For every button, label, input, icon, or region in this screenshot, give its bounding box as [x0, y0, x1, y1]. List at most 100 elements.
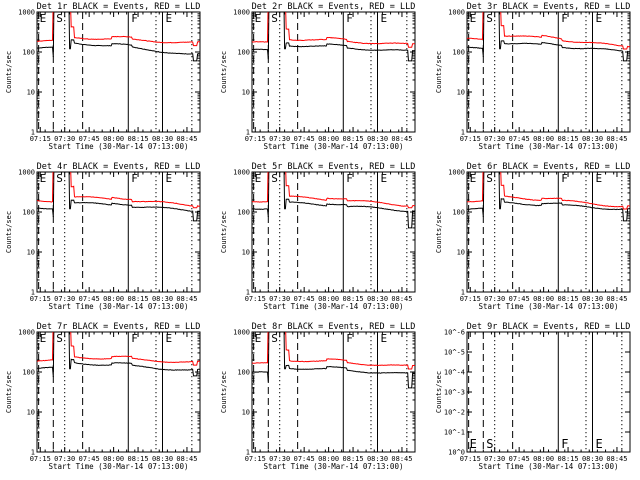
marker-label-E: E	[166, 172, 173, 185]
y-tick-label: 10	[27, 409, 35, 417]
marker-label-F: F	[346, 12, 353, 25]
marker-label-F: F	[131, 172, 138, 185]
x-tick-label: 07:15	[460, 455, 481, 463]
x-axis-label: Start Time (30-Mar-14 07:13:00)	[264, 302, 404, 311]
panel-det-4r: Det 4r BLACK = Events, RED = LLD 1 10 100 10…	[5, 162, 201, 311]
x-tick-label: 07:45	[79, 135, 100, 143]
y-tick-label: 10^-3	[444, 389, 465, 397]
marker-label-S: S	[486, 437, 493, 451]
x-tick-label: 08:30	[367, 135, 388, 143]
x-tick-label: 07:30	[269, 295, 290, 303]
y-tick-label: 10^-5	[444, 349, 465, 357]
series-group	[467, 12, 630, 62]
panel-title: Det 3r BLACK = Events, RED = LLD	[467, 2, 631, 12]
panel-title: Det 1r BLACK = Events, RED = LLD	[37, 2, 201, 12]
y-tick-label: 1	[246, 289, 250, 297]
panel-det-7r: Det 7r BLACK = Events, RED = LLD 1 10 100 10…	[5, 322, 201, 471]
marker-label-F: F	[561, 437, 568, 451]
x-tick-label: 08:30	[582, 135, 603, 143]
y-tick-label: 1	[461, 129, 465, 137]
x-tick-label: 08:00	[103, 295, 124, 303]
panel-title: Det 9r BLACK = Events, RED = LLD	[467, 322, 631, 332]
y-tick-label: 10^-6	[444, 329, 465, 337]
series-events-line	[252, 332, 415, 389]
x-tick-label: 08:45	[176, 455, 197, 463]
plot-frame	[36, 171, 201, 293]
marker-label-E: E	[470, 172, 477, 185]
marker-label-E: E	[381, 332, 388, 345]
marker-label-S: S	[56, 332, 63, 345]
marker-label-S: S	[56, 172, 63, 185]
y-tick-label: 10^0	[448, 449, 465, 457]
series-lld-line	[37, 332, 200, 366]
x-tick-label: 07:30	[54, 295, 75, 303]
x-tick-label: 07:15	[245, 295, 266, 303]
marker-label-E: E	[255, 332, 262, 345]
marker-label-E: E	[470, 437, 477, 451]
marker-label-F: F	[561, 12, 568, 25]
panel-title: Det 2r BLACK = Events, RED = LLD	[252, 2, 416, 12]
x-tick-label: 08:45	[606, 135, 627, 143]
marker-label-E: E	[596, 172, 603, 185]
marker-label-S: S	[56, 12, 63, 25]
marker-label-S: S	[271, 332, 278, 345]
panel-title: Det 5r BLACK = Events, RED = LLD	[252, 162, 416, 172]
x-tick-label: 08:15	[343, 295, 364, 303]
series-events-line	[467, 172, 630, 222]
y-axis-label: Counts/sec	[5, 51, 13, 93]
x-tick-label: 08:45	[176, 295, 197, 303]
marker-label-E: E	[596, 12, 603, 25]
plot-frame	[466, 331, 631, 453]
x-tick-label: 07:15	[245, 455, 266, 463]
series-events-line	[252, 12, 415, 62]
x-tick-label: 08:00	[533, 455, 554, 463]
series-group	[467, 172, 630, 222]
y-tick-label: 100	[237, 49, 250, 57]
y-tick-label: 10	[242, 409, 250, 417]
x-axis-label: Start Time (30-Mar-14 07:13:00)	[49, 462, 189, 471]
y-tick-label: 1000	[18, 169, 35, 177]
y-tick-label: 10^-1	[444, 429, 465, 437]
series-lld-line	[37, 12, 200, 47]
panel-det-8r: Det 8r BLACK = Events, RED = LLD 1 10 100 10…	[220, 322, 416, 471]
series-lld-line	[252, 332, 415, 370]
plot-frame	[466, 171, 631, 293]
x-tick-label: 08:15	[558, 455, 579, 463]
series-group	[37, 172, 200, 222]
y-tick-label: 1	[31, 449, 35, 457]
panel-det-1r: Det 1r BLACK = Events, RED = LLD 1 10 100 10…	[5, 2, 201, 151]
marker-label-S: S	[271, 12, 278, 25]
x-axis-label: Start Time (30-Mar-14 07:13:00)	[479, 302, 619, 311]
y-axis-label: Counts/sec	[220, 51, 228, 93]
panel-det-2r: Det 2r BLACK = Events, RED = LLD 1 10 100 10…	[220, 2, 416, 151]
x-tick-label: 08:30	[367, 295, 388, 303]
marker-label-E: E	[381, 12, 388, 25]
x-tick-label: 08:00	[318, 135, 339, 143]
x-tick-label: 07:30	[484, 455, 505, 463]
x-tick-label: 08:30	[582, 295, 603, 303]
y-axis-label: Counts/sec	[220, 371, 228, 413]
y-tick-label: 100	[237, 209, 250, 217]
plot-frame	[36, 11, 201, 133]
x-tick-label: 08:00	[533, 295, 554, 303]
y-tick-label: 1	[31, 129, 35, 137]
panel-title: Det 4r BLACK = Events, RED = LLD	[37, 162, 201, 172]
x-tick-label: 08:45	[391, 135, 412, 143]
marker-label-F: F	[346, 172, 353, 185]
y-tick-label: 1	[31, 289, 35, 297]
y-tick-label: 100	[237, 369, 250, 377]
x-tick-label: 08:30	[152, 455, 173, 463]
marker-label-E: E	[255, 172, 262, 185]
y-tick-label: 1000	[233, 329, 250, 337]
x-axis-label: Start Time (30-Mar-14 07:13:00)	[479, 142, 619, 151]
marker-label-E: E	[40, 12, 47, 25]
x-tick-label: 08:15	[128, 135, 149, 143]
x-tick-label: 07:15	[30, 455, 51, 463]
x-tick-label: 08:45	[391, 455, 412, 463]
x-tick-label: 07:45	[294, 455, 315, 463]
series-group	[252, 172, 415, 229]
plot-frame	[251, 171, 416, 293]
y-tick-label: 10	[457, 89, 465, 97]
series-lld-line	[467, 12, 630, 50]
